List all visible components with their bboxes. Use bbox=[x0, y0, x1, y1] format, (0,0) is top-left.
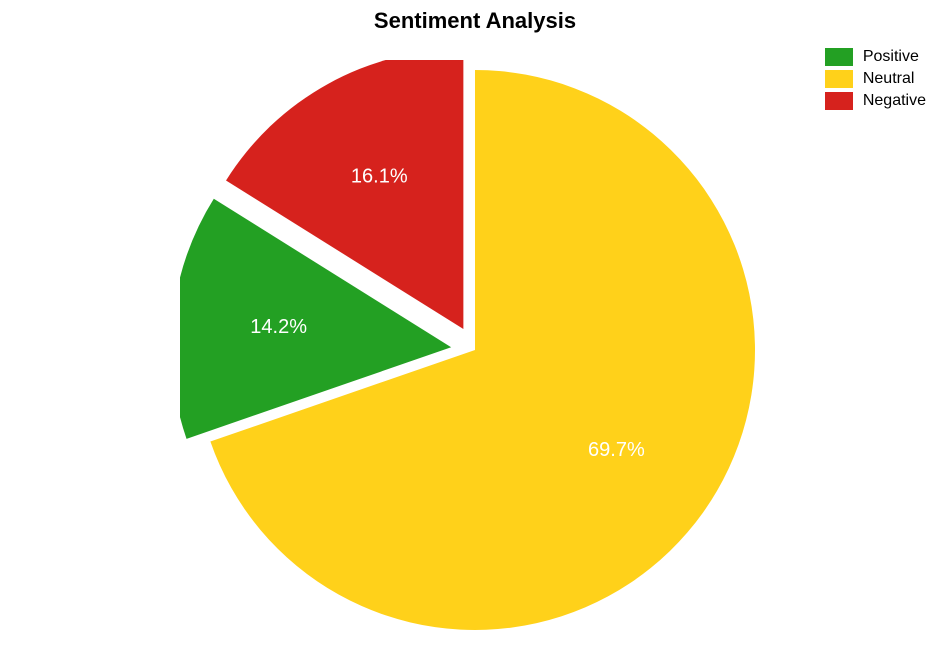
legend-label-negative: Negative bbox=[863, 92, 926, 110]
pie-svg: 69.7% 14.2% 16.1% bbox=[180, 60, 770, 640]
pie-slice-label-positive: 14.2% bbox=[250, 316, 307, 338]
legend: Positive Neutral Negative bbox=[825, 48, 926, 114]
legend-label-neutral: Neutral bbox=[863, 70, 915, 88]
pie-slice-label-negative: 16.1% bbox=[351, 165, 408, 187]
legend-item-negative: Negative bbox=[825, 92, 926, 110]
legend-swatch-negative bbox=[825, 92, 853, 110]
pie-slice-label-neutral: 69.7% bbox=[588, 439, 645, 461]
legend-swatch-positive bbox=[825, 48, 853, 66]
legend-item-neutral: Neutral bbox=[825, 70, 926, 88]
legend-item-positive: Positive bbox=[825, 48, 926, 66]
chart-title: Sentiment Analysis bbox=[0, 8, 950, 34]
legend-label-positive: Positive bbox=[863, 48, 919, 66]
legend-swatch-neutral bbox=[825, 70, 853, 88]
sentiment-pie-chart: Sentiment Analysis 69.7% 14.2% 16.1% Posit… bbox=[0, 0, 950, 662]
